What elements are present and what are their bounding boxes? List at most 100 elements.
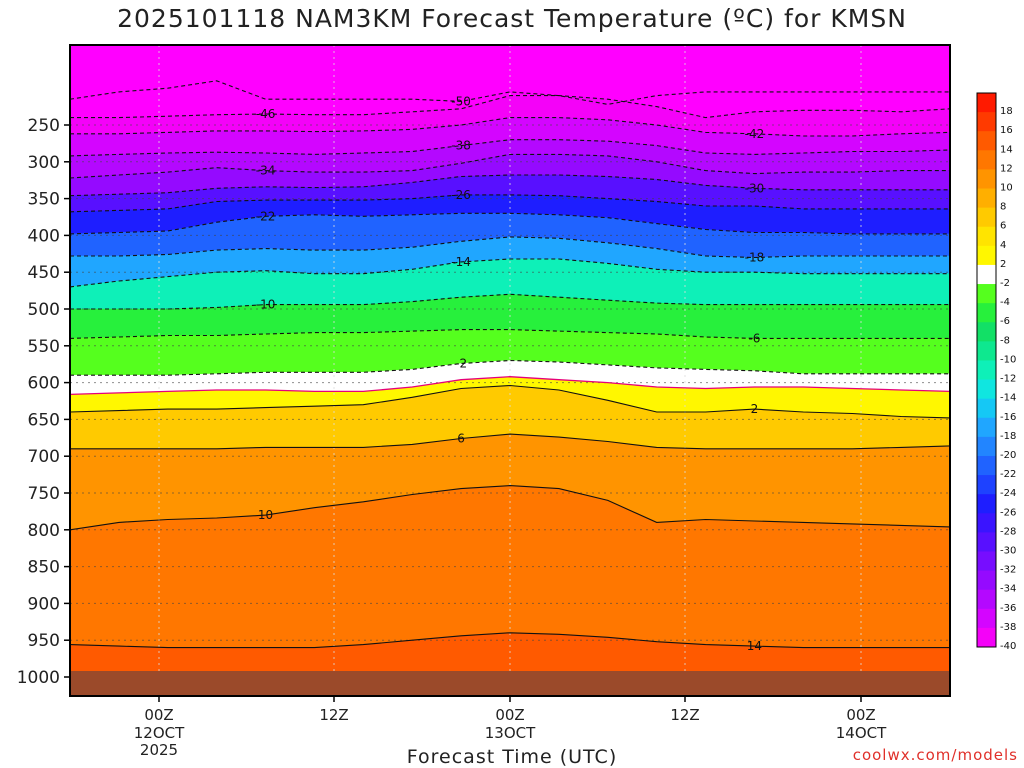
contour-label: 10 bbox=[258, 508, 273, 522]
contour-line bbox=[70, 95, 950, 119]
contour-line bbox=[70, 384, 950, 419]
y-tick-label: 450 bbox=[28, 263, 60, 283]
x-tick-label: 12Z bbox=[319, 706, 348, 724]
colorbar-swatch bbox=[977, 570, 996, 591]
colorbar-label: -28 bbox=[1000, 526, 1016, 537]
y-tick-label: 850 bbox=[28, 558, 60, 578]
colorbar-label: 2 bbox=[1000, 259, 1006, 270]
y-tick-label: 950 bbox=[28, 631, 60, 651]
colorbar-label: 10 bbox=[1000, 183, 1013, 194]
colorbar: 18 16 14 12 10 8 6 4 2 -2 -4 -6 -8 -10 -12 -14 -16 -18 -20… bbox=[976, 92, 1016, 652]
contour-label: -26 bbox=[451, 188, 471, 202]
contour-label: -6 bbox=[748, 331, 760, 345]
colorbar-swatch bbox=[977, 341, 996, 361]
colorbar-swatch bbox=[977, 475, 996, 495]
y-tick-label: 650 bbox=[28, 410, 60, 430]
colorbar-label: -24 bbox=[1000, 488, 1016, 499]
y-tick-label: 600 bbox=[28, 374, 60, 394]
watermark: coolwx.com/models bbox=[852, 746, 1018, 764]
colorbar-swatch bbox=[977, 589, 996, 610]
contour-line bbox=[70, 258, 950, 288]
colorbar-label: -14 bbox=[1000, 393, 1016, 404]
colorbar-swatch bbox=[977, 551, 996, 572]
colorbar-frame bbox=[976, 92, 997, 648]
colorbar-swatch bbox=[977, 513, 996, 533]
colorbar-label: -4 bbox=[1000, 297, 1010, 308]
ground-surface bbox=[70, 671, 950, 696]
grid bbox=[70, 45, 950, 696]
contour-line bbox=[70, 212, 950, 235]
colorbar-label: -38 bbox=[1000, 622, 1016, 633]
x-tick-sublabel: 12OCT bbox=[134, 724, 185, 742]
colorbar-label: -32 bbox=[1000, 565, 1016, 576]
colorbar-label: 12 bbox=[1000, 163, 1013, 174]
colorbar-swatch bbox=[977, 322, 996, 342]
x-tick-sublabel: 2025 bbox=[140, 741, 178, 759]
colorbar-label: 16 bbox=[1000, 125, 1013, 136]
colorbar-swatch bbox=[977, 112, 996, 132]
colorbar-swatch bbox=[977, 226, 996, 247]
colorbar-swatch bbox=[977, 494, 996, 514]
colorbar-swatch bbox=[977, 150, 996, 170]
contour-label: -14 bbox=[451, 255, 471, 269]
contour-label: -22 bbox=[256, 209, 276, 223]
colorbar-swatch bbox=[977, 379, 996, 400]
contour-label: -42 bbox=[745, 127, 765, 141]
colorbar-swatch bbox=[977, 436, 996, 457]
x-axis-label: Forecast Time (UTC) bbox=[406, 746, 618, 768]
colorbar-swatch bbox=[977, 131, 996, 151]
colorbar-swatch bbox=[977, 188, 996, 209]
colorbar-swatch bbox=[977, 169, 996, 190]
contour-line bbox=[70, 80, 950, 105]
y-tick-label: 550 bbox=[28, 337, 60, 357]
colorbar-label: -16 bbox=[1000, 412, 1016, 423]
contour-line bbox=[70, 194, 950, 213]
colorbar-label: -40 bbox=[1000, 641, 1016, 652]
colorbar-swatch bbox=[977, 417, 996, 438]
colorbar-label: 6 bbox=[1000, 221, 1006, 232]
y-tick-label: 700 bbox=[28, 447, 60, 467]
contour-label: 2 bbox=[751, 402, 759, 416]
contour-label: 6 bbox=[457, 432, 465, 446]
isotherm-contours: -50-46-42-38-34-30-26-22-18-14-10-6-2261… bbox=[70, 80, 950, 653]
contour-label: -50 bbox=[451, 94, 471, 108]
colorbar-swatch bbox=[977, 284, 996, 304]
contour-line bbox=[70, 433, 950, 450]
contour-label: -38 bbox=[451, 139, 471, 153]
colorbar-swatch bbox=[977, 93, 996, 113]
y-tick-label: 400 bbox=[28, 226, 60, 246]
colorbar-label: -18 bbox=[1000, 431, 1016, 442]
colorbar-swatch bbox=[977, 532, 996, 552]
x-tick-label: 00Z bbox=[846, 706, 875, 724]
colorbar-swatch bbox=[977, 398, 996, 419]
contour-label: -46 bbox=[256, 107, 276, 121]
colorbar-swatch bbox=[977, 455, 996, 476]
chart-title: 2025101118 NAM3KM Forecast Temperature (… bbox=[117, 4, 907, 33]
colorbar-swatch bbox=[977, 245, 996, 266]
colorbar-swatch bbox=[977, 264, 996, 285]
colorbar-label: -26 bbox=[1000, 507, 1016, 518]
colorbar-label: -2 bbox=[1000, 278, 1010, 289]
colorbar-swatch bbox=[977, 627, 996, 648]
contour-line bbox=[70, 485, 950, 531]
y-tick-label: 500 bbox=[28, 300, 60, 320]
y-tick-label: 900 bbox=[28, 594, 60, 614]
colorbar-label: -8 bbox=[1000, 335, 1010, 346]
colorbar-label: 14 bbox=[1000, 144, 1013, 155]
colorbar-label: -22 bbox=[1000, 469, 1016, 480]
contour-line bbox=[70, 153, 950, 179]
x-tick-sublabel: 13OCT bbox=[485, 724, 536, 742]
colorbar-label: 8 bbox=[1000, 202, 1006, 213]
contour-line bbox=[70, 376, 950, 396]
colorbar-label: -12 bbox=[1000, 374, 1016, 385]
x-tick-label: 12Z bbox=[670, 706, 699, 724]
y-tick-label: 1000 bbox=[17, 668, 60, 688]
y-tick-label: 350 bbox=[28, 190, 60, 210]
y-tick-label: 250 bbox=[28, 116, 60, 136]
contour-label: -30 bbox=[745, 181, 765, 195]
y-tick-label: 800 bbox=[28, 521, 60, 541]
x-tick-sublabel: 14OCT bbox=[836, 724, 887, 742]
contour-line bbox=[70, 236, 950, 259]
